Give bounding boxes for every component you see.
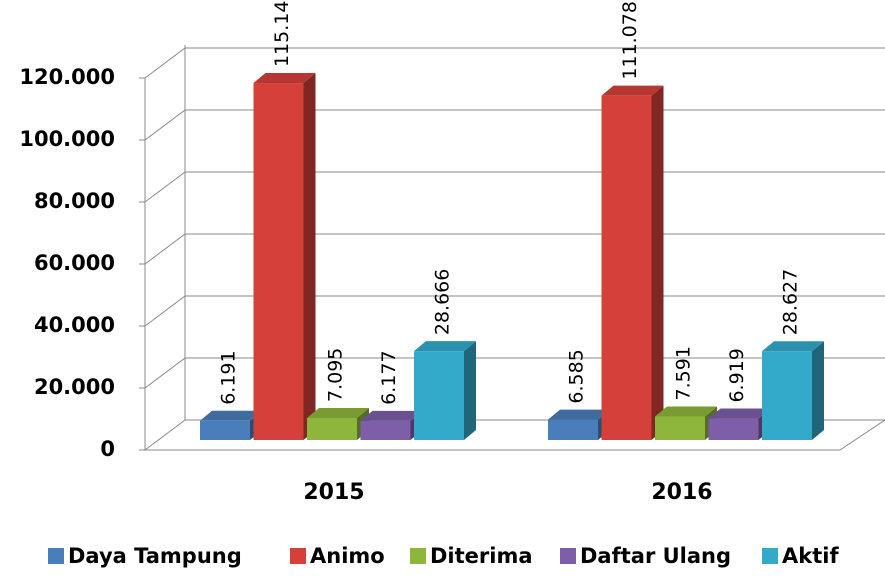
bar-face [708, 418, 759, 440]
bar-face [464, 341, 476, 440]
bar-face [548, 409, 610, 420]
bar [548, 409, 610, 440]
legend-swatch [48, 548, 64, 564]
floor [143, 419, 885, 451]
bar-face [812, 341, 824, 440]
bar-face [253, 83, 304, 440]
bar-face [303, 73, 316, 440]
bar-face [601, 95, 652, 440]
bar-face [762, 351, 812, 440]
grid-line [144, 47, 885, 79]
bar-face [548, 419, 598, 440]
value-label: 115.148 [271, 0, 293, 67]
bar [655, 406, 717, 440]
bar-face [253, 73, 316, 84]
bar [253, 73, 316, 440]
value-label: 6.919 [726, 348, 748, 402]
bar-face [655, 416, 705, 440]
bar-face [360, 420, 411, 440]
bar [360, 410, 423, 440]
legend-swatch [560, 548, 576, 564]
x-tick-label: 2016 [651, 480, 712, 505]
x-tick-label: 2015 [303, 480, 364, 505]
legend-label: Animo [310, 544, 385, 568]
bar-face [200, 420, 250, 440]
bar-face [200, 410, 262, 421]
value-label: 6.191 [218, 350, 240, 404]
value-label: 7.095 [325, 348, 347, 402]
y-tick-label: 0 [100, 437, 115, 461]
y-tick-label: 20.000 [34, 375, 115, 399]
bar-face [307, 418, 357, 440]
y-tick-label: 40.000 [34, 313, 115, 337]
bar-face [360, 410, 423, 421]
bar-face [414, 341, 476, 352]
value-label: 6.177 [378, 350, 400, 404]
bar-face [651, 85, 664, 440]
value-label: 28.666 [432, 269, 454, 335]
bar [762, 341, 824, 440]
bar-face [414, 351, 464, 440]
bar-face [307, 408, 369, 419]
y-tick-label: 100.000 [19, 127, 115, 151]
bar-face [762, 341, 824, 352]
legend-label: Daya Tampung [68, 544, 242, 568]
legend-label: Daftar Ulang [580, 544, 731, 568]
legend-label: Aktif [782, 544, 839, 568]
legend-swatch [410, 548, 426, 564]
legend-swatch [762, 548, 778, 564]
value-label: 28.627 [780, 269, 802, 335]
bar [200, 410, 262, 440]
value-label: 7.591 [673, 346, 695, 400]
bar [307, 408, 369, 440]
legend-label: Diterima [430, 544, 533, 568]
value-label: 6.585 [566, 349, 588, 403]
y-tick-label: 60.000 [34, 251, 115, 275]
bar [414, 341, 476, 440]
y-tick-label: 80.000 [34, 189, 115, 213]
value-label: 111.078 [619, 1, 641, 80]
bar [708, 408, 771, 440]
bar-face [655, 406, 717, 417]
bar [601, 85, 664, 440]
y-tick-label: 120.000 [19, 65, 115, 89]
legend-swatch [290, 548, 306, 564]
bar-face [708, 408, 771, 419]
bar-face [601, 85, 664, 96]
